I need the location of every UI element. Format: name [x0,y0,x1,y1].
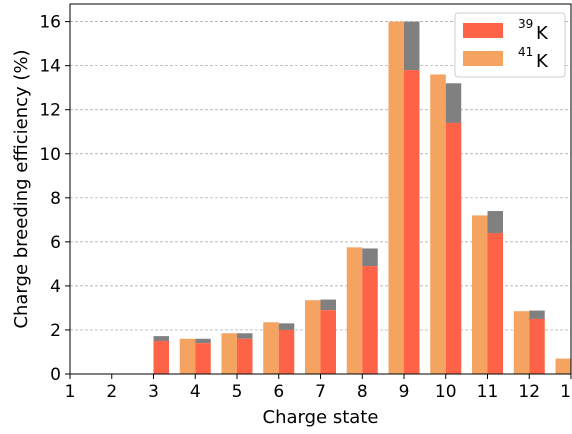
legend-label: K [536,51,549,72]
bar-41k [221,333,237,374]
x-tick-label: 10 [435,382,457,402]
bar-39k-error [153,336,169,341]
x-tick-label: 5 [232,382,243,402]
bar-39k [237,338,253,374]
bar-39k-error [404,21,420,71]
x-tick-label: 1 [65,382,76,402]
bar-39k [487,233,503,374]
y-axis-label: Charge breeding efficiency (%) [11,49,32,328]
legend-swatch [463,51,503,66]
bar-39k [153,340,169,374]
legend-box [454,12,566,78]
bar-39k [362,266,378,374]
y-tick-label: 12 [39,101,61,121]
bar-39k-error [320,299,336,311]
bar-41k [555,358,571,374]
y-tick-label: 0 [50,365,61,385]
bar-39k [529,318,545,374]
y-tick-label: 10 [39,145,61,165]
bar-41k [179,338,196,374]
x-axis-ticks: 12345678910111213 [65,374,572,402]
y-tick-label: 2 [50,321,61,341]
y-tick-label: 6 [50,233,61,253]
y-tick-label: 8 [50,189,61,209]
bar-39k-error [195,338,211,344]
bar-39k [320,310,336,374]
legend-label: K [536,23,549,44]
bar-41k [263,322,279,374]
bar-41k [305,300,321,374]
y-axis-ticks: 0 2 4 6 8 10 12 14 16 [39,13,70,385]
y-tick-label: 14 [39,57,61,77]
x-tick-label: 8 [357,382,368,402]
bar-39k [445,122,462,374]
legend-superscript: 39 [518,17,533,31]
bar-39k-error [237,333,253,339]
bar-39k-error [529,310,545,319]
legend-swatch [463,23,503,38]
y-tick-label: 16 [39,13,61,33]
bar-39k [195,343,211,374]
x-tick-label: 11 [477,382,499,402]
x-tick-label: 9 [399,382,410,402]
x-tick-label: 4 [190,382,201,402]
bar-39k-error [278,323,295,330]
bar-41k [388,21,404,374]
bar-41k [346,247,363,374]
bar-39k-error [362,248,378,267]
x-tick-label: 13 [560,382,572,402]
bars [153,21,571,375]
x-tick-label: 7 [315,382,326,402]
x-tick-label: 6 [273,382,284,402]
legend-superscript: 41 [518,45,533,59]
bar-41k [430,74,446,374]
bar-39k [404,70,420,375]
x-tick-label: 2 [106,382,117,402]
x-axis-label: Charge state [263,407,379,428]
y-tick-label: 4 [50,277,61,297]
bar-41k [513,311,530,374]
bar-39k-error [487,211,503,234]
bar-41k [472,215,488,374]
bar-39k-error [445,83,462,123]
x-tick-label: 3 [148,382,159,402]
bar-39k [278,329,295,374]
x-tick-label: 12 [518,382,540,402]
legend: 39 K41 K [454,12,566,78]
